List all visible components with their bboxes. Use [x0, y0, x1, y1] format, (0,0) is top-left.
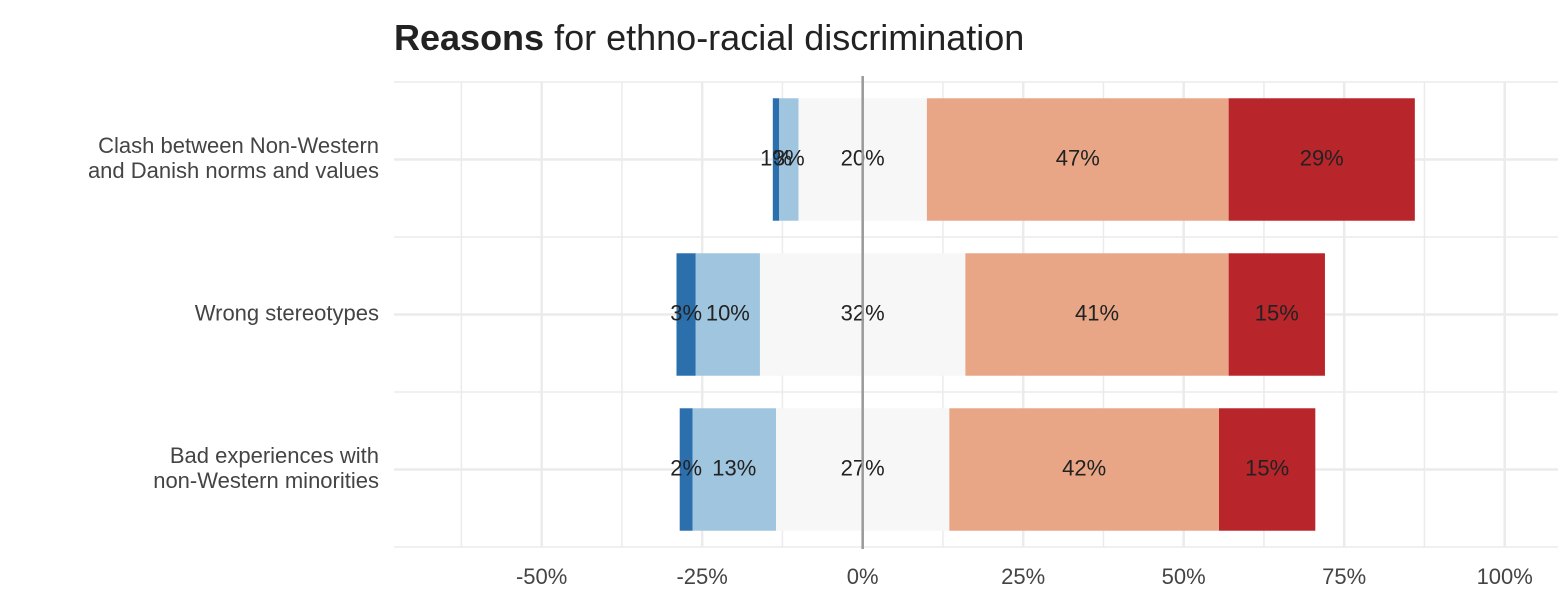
data-label: 2%	[670, 455, 702, 480]
x-tick-label: 50%	[1162, 564, 1206, 589]
data-label: 41%	[1075, 300, 1119, 325]
x-tick-label: -50%	[516, 564, 567, 589]
data-label: 42%	[1062, 455, 1106, 480]
y-tick-line: Clash between Non-Western	[98, 133, 379, 158]
x-tick-label: 0%	[847, 564, 879, 589]
bar-segment	[965, 253, 1229, 376]
data-label: 15%	[1245, 455, 1289, 480]
data-label: 47%	[1056, 145, 1100, 170]
data-label: 3%	[773, 145, 805, 170]
y-tick-label: Clash between Non-Western and Danish norm…	[88, 133, 379, 183]
bar-segment	[772, 98, 780, 221]
bar-segment	[779, 98, 799, 221]
data-label: 1%	[760, 145, 792, 170]
y-tick-line: non-Western minorities	[153, 468, 379, 493]
y-tick-label: Wrong stereotypes	[195, 300, 379, 325]
bar-segment	[949, 408, 1220, 531]
y-tick-line: Wrong stereotypes	[195, 300, 379, 325]
x-tick-label: -25%	[676, 564, 727, 589]
chart-title: Reasons for ethno-racial discrimination	[394, 17, 1024, 58]
bar-segment	[926, 98, 1229, 221]
y-tick-label: Bad experiences with non-Western minoriti…	[153, 443, 379, 493]
y-tick-line: and Danish norms and values	[88, 158, 379, 183]
data-label: 10%	[706, 300, 750, 325]
data-label: 29%	[1300, 145, 1344, 170]
title-rest: for ethno-racial discrimination	[554, 17, 1024, 58]
bar-segment	[1228, 98, 1415, 221]
data-label: 13%	[712, 455, 756, 480]
data-label: 3%	[670, 300, 702, 325]
y-tick-line: Bad experiences with	[170, 443, 379, 468]
title-bold: Reasons	[394, 17, 544, 58]
bar-segment	[1228, 253, 1325, 376]
bar-segment	[692, 408, 777, 531]
x-tick-label: 75%	[1322, 564, 1366, 589]
data-label: 15%	[1255, 300, 1299, 325]
bar-segment	[1219, 408, 1316, 531]
x-tick-label: 100%	[1477, 564, 1533, 589]
bar-segment	[695, 253, 760, 376]
bar-segment	[676, 253, 696, 376]
x-tick-label: 25%	[1001, 564, 1045, 589]
bar-segment	[679, 408, 693, 531]
